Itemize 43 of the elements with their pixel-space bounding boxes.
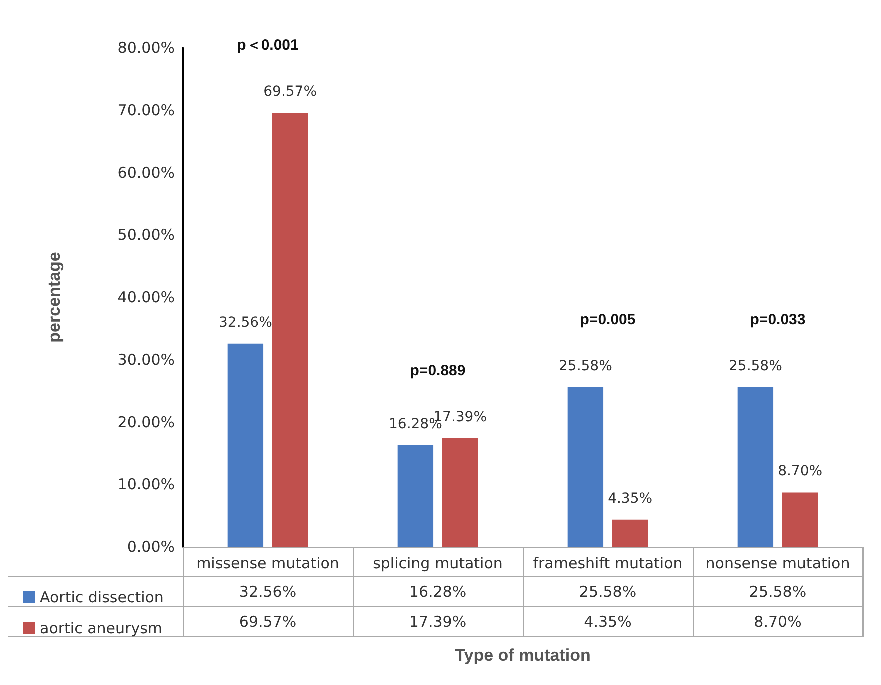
y-tick-label: 70.00% (118, 101, 175, 120)
y-tick-label: 20.00% (118, 413, 175, 432)
text: 4.35% (608, 490, 653, 507)
y-tick-label: 10.00% (118, 476, 175, 494)
data-label: 17.39% (409, 613, 467, 631)
legend-label: Aortic dissection (40, 588, 164, 606)
bar (272, 113, 308, 547)
bar (228, 344, 264, 547)
bar (612, 520, 648, 547)
data-label: 25.58% (579, 583, 637, 601)
bar (782, 492, 818, 547)
data-label: 8.70% (754, 613, 802, 631)
annotation: p=0.889 (410, 362, 466, 380)
bar (568, 387, 604, 547)
y-tick-label: 60.00% (118, 164, 175, 182)
data-label: 25.58% (749, 583, 807, 601)
data-label: 69.57% (239, 613, 297, 631)
x-tick-label: frameshift mutation (533, 554, 683, 572)
text: 69.57% (264, 84, 318, 100)
y-tick-label: 0.00% (127, 538, 175, 556)
legend-label: aortic aneurysm (40, 620, 163, 638)
y-tick-label: 40.00% (118, 288, 175, 306)
x-axis-title: Type of mutation (455, 646, 591, 665)
data-label: 32.56% (239, 583, 297, 601)
data-label: 4.35% (584, 613, 632, 631)
annotation: p＜0.001 (237, 37, 299, 54)
bar (738, 387, 774, 547)
text: 8.70% (778, 464, 823, 480)
x-tick-label: nonsense mutation (706, 554, 850, 572)
y-tick-label: 50.00% (118, 226, 175, 244)
y-tick-label: 80.00% (118, 39, 175, 57)
annotation: p=0.033 (750, 311, 806, 328)
annotation: p=0.005 (580, 311, 636, 328)
x-tick-label: splicing mutation (373, 554, 503, 572)
y-tick-label: 30.00% (118, 350, 175, 369)
x-tick-label: missense mutation (196, 554, 340, 572)
text: 25.58% (558, 358, 612, 374)
bar (442, 438, 478, 547)
data-label: 16.28% (409, 583, 467, 601)
y-axis-title: percentage (45, 252, 64, 343)
text: 25.58% (728, 358, 782, 374)
text: 32.56% (218, 314, 272, 331)
bar (398, 445, 434, 547)
